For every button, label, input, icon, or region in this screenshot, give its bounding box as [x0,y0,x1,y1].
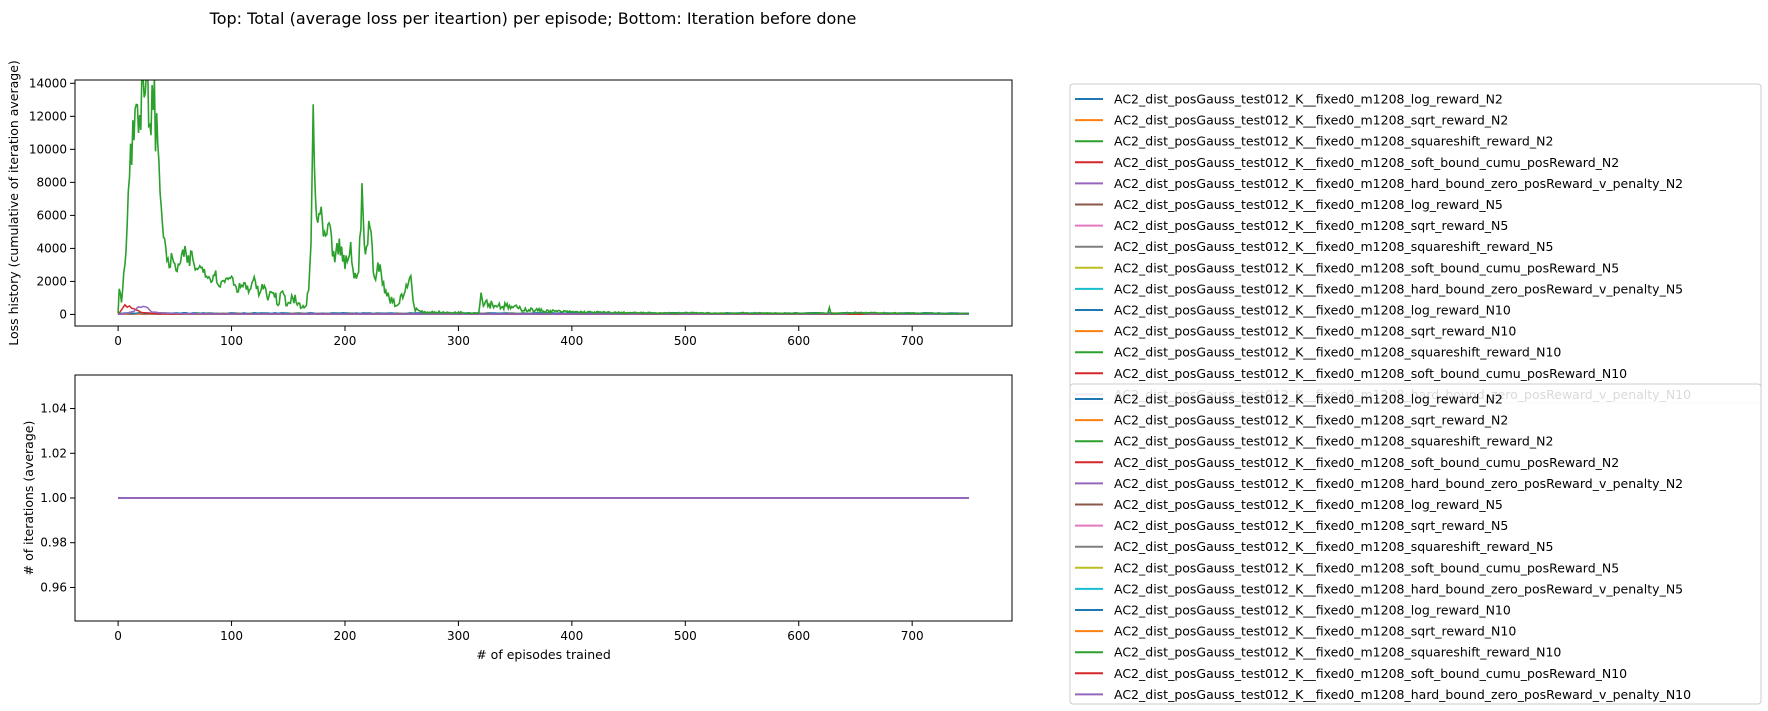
x-tick-label: 300 [447,334,470,348]
top-axes-loss-history: 0 100 200 300 400 500 600 700 0 2000 4000 6000 8000 1… [6,60,1013,348]
bottom-axes-iterations: 0 100 200 300 400 500 600 700 0.96 0.98 1.00 1.02 1.… [21,374,1013,662]
y-tick-label: 0 [59,307,67,321]
legend-frame [1069,383,1762,705]
legend-label: AC2_dist_posGauss_test012_K__fixed0_m120… [1114,176,1683,191]
legend-label: AC2_dist_posGauss_test012_K__fixed0_m120… [1114,455,1619,470]
legend-label: AC2_dist_posGauss_test012_K__fixed0_m120… [1114,260,1619,275]
loss-series-line-squareshift-N2 [117,80,970,315]
x-tick-label: 100 [220,334,243,348]
legend-label: AC2_dist_posGauss_test012_K__fixed0_m120… [1114,281,1683,296]
legend-label: AC2_dist_posGauss_test012_K__fixed0_m120… [1114,581,1683,596]
bottom-axes-frame [74,374,1013,622]
legend-label: AC2_dist_posGauss_test012_K__fixed0_m120… [1114,218,1508,233]
legend-label: AC2_dist_posGauss_test012_K__fixed0_m120… [1114,413,1508,428]
y-tick-label: 14000 [29,76,67,90]
legend-label: AC2_dist_posGauss_test012_K__fixed0_m120… [1114,624,1516,639]
x-tick-label: 200 [334,629,357,643]
legend-label: AC2_dist_posGauss_test012_K__fixed0_m120… [1114,197,1503,212]
y-tick-label: 12000 [29,109,67,123]
legend-label: AC2_dist_posGauss_test012_K__fixed0_m120… [1114,434,1553,449]
y-tick-label: 10000 [29,142,67,156]
figure-title: Top: Total (average loss per iteartion) … [209,9,857,28]
y-tick-label: 2000 [36,274,67,288]
x-tick-label: 400 [560,334,583,348]
y-tick-label: 4000 [36,241,67,255]
y-tick-label: 1.02 [40,446,67,460]
x-tick-label: 700 [901,334,924,348]
x-tick-label: 200 [334,334,357,348]
x-tick-label: 0 [114,334,122,348]
legend-label: AC2_dist_posGauss_test012_K__fixed0_m120… [1114,392,1503,407]
legend-label: AC2_dist_posGauss_test012_K__fixed0_m120… [1114,645,1561,660]
legend-label: AC2_dist_posGauss_test012_K__fixed0_m120… [1114,134,1553,149]
legend-label: AC2_dist_posGauss_test012_K__fixed0_m120… [1114,113,1508,128]
top-axes-frame [74,79,1013,327]
x-tick-label: 0 [114,629,122,643]
legend-label: AC2_dist_posGauss_test012_K__fixed0_m120… [1114,666,1627,681]
legend-label: AC2_dist_posGauss_test012_K__fixed0_m120… [1114,476,1683,491]
y-tick-label: 0.98 [40,536,67,550]
legend-label: AC2_dist_posGauss_test012_K__fixed0_m120… [1114,560,1619,575]
y-axis-label: # of iterations (average) [21,421,36,576]
x-tick-label: 100 [220,629,243,643]
y-tick-label: 8000 [36,175,67,189]
bottom-legend: AC2_dist_posGauss_test012_K__fixed0_m120… [1069,383,1762,705]
y-tick-label: 6000 [36,208,67,222]
legend-label: AC2_dist_posGauss_test012_K__fixed0_m120… [1114,324,1516,339]
legend-label: AC2_dist_posGauss_test012_K__fixed0_m120… [1114,155,1619,170]
legend-label: AC2_dist_posGauss_test012_K__fixed0_m120… [1114,603,1511,618]
x-tick-label: 700 [901,629,924,643]
legend-label: AC2_dist_posGauss_test012_K__fixed0_m120… [1114,539,1553,554]
x-tick-label: 300 [447,629,470,643]
top-legend: AC2_dist_posGauss_test012_K__fixed0_m120… [1069,83,1762,404]
x-tick-label: 400 [560,629,583,643]
legend-label: AC2_dist_posGauss_test012_K__fixed0_m120… [1114,497,1503,512]
legend-label: AC2_dist_posGauss_test012_K__fixed0_m120… [1114,92,1503,107]
x-tick-label: 500 [674,629,697,643]
legend-label: AC2_dist_posGauss_test012_K__fixed0_m120… [1114,239,1553,254]
y-tick-label: 1.04 [40,402,67,416]
y-tick-label: 1.00 [40,491,67,505]
x-tick-label: 600 [787,629,810,643]
legend-label: AC2_dist_posGauss_test012_K__fixed0_m120… [1114,366,1627,381]
legend-label: AC2_dist_posGauss_test012_K__fixed0_m120… [1114,518,1508,533]
top-plot-lines [117,80,970,316]
y-tick-label: 0.96 [40,580,67,594]
legend-label: AC2_dist_posGauss_test012_K__fixed0_m120… [1114,345,1561,360]
x-tick-label: 500 [674,334,697,348]
x-tick-label: 600 [787,334,810,348]
x-axis-label: # of episodes trained [476,647,611,662]
y-axis-label: Loss history (cumulative of iteration av… [6,60,21,346]
legend-label: AC2_dist_posGauss_test012_K__fixed0_m120… [1114,687,1691,702]
legend-label: AC2_dist_posGauss_test012_K__fixed0_m120… [1114,303,1511,318]
